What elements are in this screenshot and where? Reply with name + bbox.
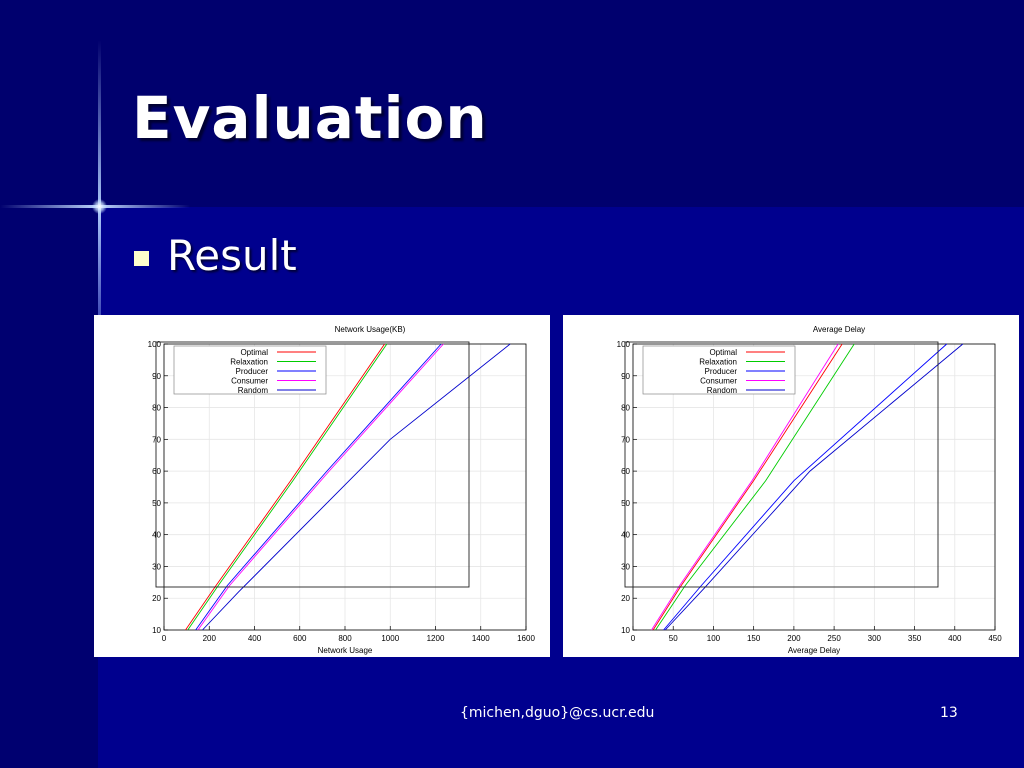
sparkle-icon [92, 199, 107, 214]
legend-label-producer: Producer [236, 367, 269, 376]
x-tick-label: 150 [747, 634, 761, 643]
legend-label-consumer: Consumer [231, 377, 268, 386]
header-band [0, 0, 1024, 207]
series-line-consumer [651, 343, 839, 631]
x-tick-label: 50 [669, 634, 678, 643]
slide-title: Evaluation [132, 84, 488, 152]
key-box [624, 341, 939, 588]
y-tick-label: 70 [621, 435, 630, 444]
legend-label-relaxation: Relaxation [230, 358, 268, 367]
x-tick-label: 400 [248, 634, 262, 643]
series-line-producer [663, 343, 948, 631]
y-tick-label: 50 [621, 499, 630, 508]
bullet-icon [134, 251, 149, 266]
legend-label-optimal: Optimal [240, 348, 268, 357]
x-tick-label: 1400 [472, 634, 490, 643]
y-tick-label: 100 [148, 340, 162, 349]
legend-box [173, 345, 327, 395]
y-tick-label: 90 [621, 372, 630, 381]
x-tick-label: 200 [787, 634, 801, 643]
x-tick-label: 250 [827, 634, 841, 643]
y-tick-label: 10 [152, 626, 161, 635]
x-tick-label: 600 [293, 634, 307, 643]
series-line-producer [195, 343, 442, 631]
series-line-optimal [652, 343, 843, 631]
legend-label-random: Random [238, 386, 269, 395]
x-tick-label: 300 [868, 634, 882, 643]
y-tick-label: 90 [152, 372, 161, 381]
bullet-text: Result [167, 231, 297, 280]
chart-network-usage: 0 200 400 600 800 1000 1200 1400 1600 10 20 30 40 50 6… [94, 315, 550, 657]
chart-title: Average Delay [813, 325, 865, 334]
x-tick-label: 0 [631, 634, 636, 643]
y-tick-label: 70 [152, 435, 161, 444]
y-tick-label: 30 [152, 562, 161, 571]
y-tick-label: 10 [621, 626, 630, 635]
legend-label-consumer: Consumer [700, 377, 737, 386]
x-tick-label: 450 [988, 634, 1002, 643]
chart-average-delay: 0 50 100 150 200 250 300 350 400 450 10 20 30 40 50 60 7… [563, 315, 1019, 657]
y-tick-label: 20 [152, 594, 161, 603]
y-tick-label: 20 [621, 594, 630, 603]
series-line-relaxation [187, 343, 388, 631]
y-tick-label: 60 [621, 467, 630, 476]
series-line-random [664, 343, 964, 631]
x-tick-label: 800 [338, 634, 352, 643]
series-line-optimal [185, 343, 385, 631]
y-tick-label: 80 [152, 404, 161, 413]
y-tick-label: 40 [621, 531, 630, 540]
y-tick-label: 100 [617, 340, 631, 349]
legend-label-optimal: Optimal [709, 348, 737, 357]
y-tick-label: 60 [152, 467, 161, 476]
x-axis-label: Network Usage [318, 646, 373, 655]
legend-label-random: Random [707, 386, 738, 395]
legend-label-relaxation: Relaxation [699, 358, 737, 367]
chart-average-delay-svg: 0 50 100 150 200 250 300 350 400 450 10 20 30 40 50 60 7… [617, 325, 1003, 655]
y-tick-label: 50 [152, 499, 161, 508]
x-axis-label: Average Delay [788, 646, 840, 655]
plot-frame [632, 343, 996, 631]
series-line-relaxation [655, 343, 855, 631]
left-band [0, 207, 98, 768]
legend-label-producer: Producer [705, 367, 738, 376]
x-tick-label: 200 [203, 634, 217, 643]
x-tick-label: 1000 [381, 634, 399, 643]
x-tick-label: 0 [162, 634, 167, 643]
footer-email: {michen,dguo}@cs.ucr.edu [460, 705, 655, 721]
chart-title: Network Usage(KB) [335, 325, 406, 334]
legend-box [642, 345, 796, 395]
x-tick-label: 1200 [427, 634, 445, 643]
series-line-consumer [197, 343, 444, 631]
y-tick-label: 30 [621, 562, 630, 571]
slide-number: 13 [940, 705, 958, 721]
x-tick-label: 100 [707, 634, 721, 643]
x-tick-label: 400 [948, 634, 962, 643]
chart-network-usage-svg: 0 200 400 600 800 1000 1200 1400 1600 10 20 30 40 50 6… [148, 325, 536, 655]
y-tick-label: 80 [621, 404, 630, 413]
series-line-random [202, 343, 511, 631]
key-box [155, 341, 470, 588]
x-tick-label: 350 [908, 634, 922, 643]
y-tick-label: 40 [152, 531, 161, 540]
grid-lines [163, 343, 527, 631]
x-tick-label: 1600 [517, 634, 535, 643]
